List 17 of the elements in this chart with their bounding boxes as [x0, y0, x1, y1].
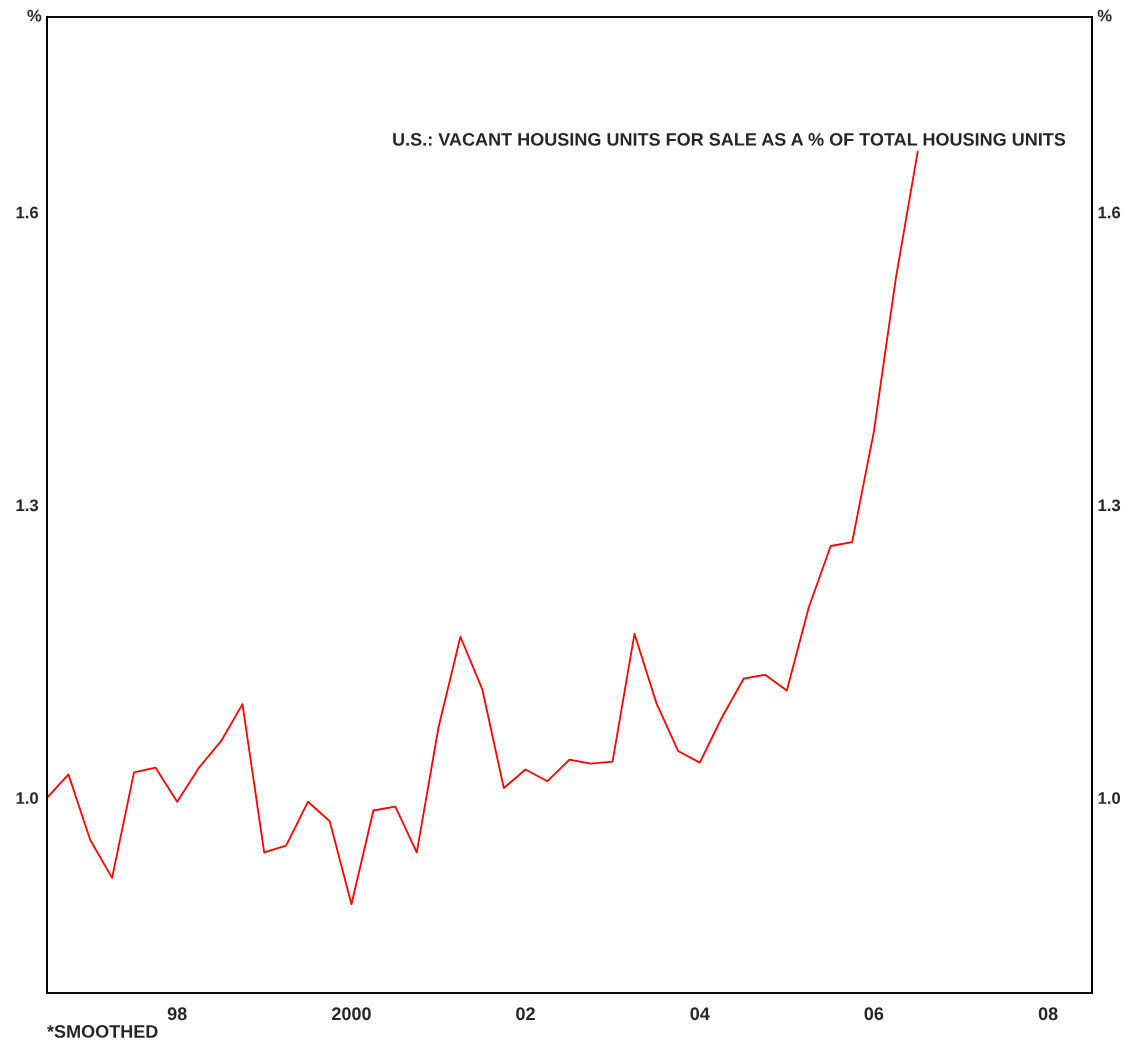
- y2-axis-title: %: [1097, 9, 1112, 22]
- x-tick-label: 06: [864, 1007, 884, 1021]
- x-tick-label: 2000: [332, 1007, 371, 1021]
- x-tick-label: 04: [690, 1007, 710, 1021]
- x-tick-label: 08: [1038, 1007, 1058, 1021]
- y2-tick-label: 1.6: [1098, 206, 1121, 219]
- text: *SMOOTHED: [47, 1025, 158, 1038]
- y-axis-title: %: [27, 9, 42, 22]
- y2-tick-label: 1.0: [1098, 792, 1121, 804]
- x-tick-label: 02: [516, 1007, 535, 1021]
- y-tick-label: 1.0: [16, 792, 38, 804]
- y2-tick-label: 1.3: [1098, 499, 1121, 512]
- text: U.S.: VACANT HOUSING UNITS FOR SALE AS A % OF TOTAL HOUSING UNITS: [393, 133, 1066, 146]
- y-tick-label: 1.6: [16, 206, 39, 219]
- line-series: [47, 150, 919, 906]
- x-tick-label: 98: [167, 1007, 187, 1021]
- y-tick-label: 1.3: [16, 499, 39, 512]
